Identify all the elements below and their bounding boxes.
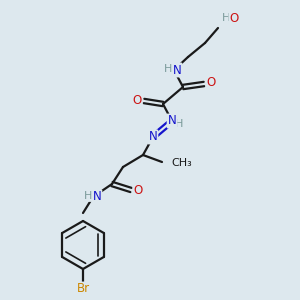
Text: Br: Br xyxy=(76,283,90,296)
Text: H: H xyxy=(164,64,172,74)
Text: N: N xyxy=(168,115,176,128)
Text: O: O xyxy=(134,184,142,197)
Text: N: N xyxy=(93,190,101,203)
Text: H: H xyxy=(222,13,230,23)
Text: O: O xyxy=(132,94,142,106)
Text: O: O xyxy=(230,11,238,25)
Text: H: H xyxy=(175,119,183,129)
Text: H: H xyxy=(84,191,92,201)
Text: O: O xyxy=(206,76,216,89)
Text: N: N xyxy=(148,130,158,143)
Text: CH₃: CH₃ xyxy=(171,158,192,168)
Text: N: N xyxy=(172,64,182,76)
